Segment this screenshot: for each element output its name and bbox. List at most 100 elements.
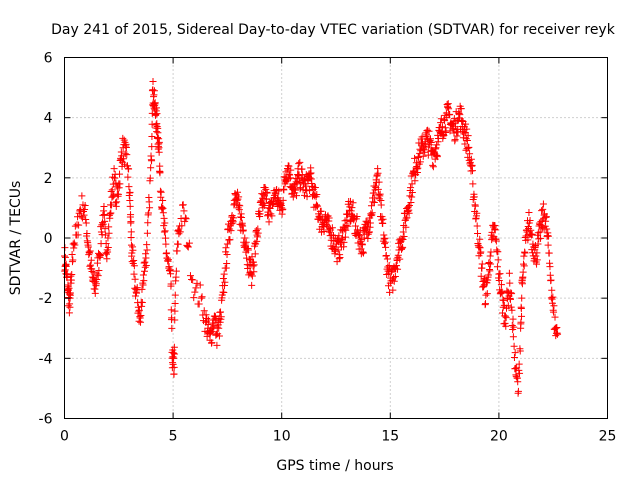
data-point	[171, 307, 179, 315]
data-point	[500, 296, 508, 304]
data-point	[149, 86, 157, 94]
data-point	[390, 277, 398, 285]
data-point	[486, 267, 494, 275]
data-point	[466, 150, 474, 158]
data-point	[367, 202, 375, 210]
data-point	[313, 191, 321, 199]
data-point	[195, 300, 203, 308]
data-point	[103, 255, 111, 263]
data-point	[312, 201, 320, 209]
data-point	[400, 232, 408, 240]
data-point	[101, 217, 109, 225]
data-point	[361, 227, 369, 235]
data-point	[405, 209, 413, 217]
data-point	[83, 230, 91, 238]
data-point	[230, 214, 238, 222]
data-point	[275, 187, 283, 195]
data-point	[191, 288, 199, 296]
data-point	[122, 143, 130, 151]
data-point	[403, 214, 411, 222]
data-point	[303, 193, 311, 201]
data-point	[307, 169, 315, 177]
data-point	[462, 135, 470, 143]
data-point	[506, 295, 514, 303]
data-point	[494, 256, 502, 264]
data-point	[538, 216, 546, 224]
y-tick-label: 6	[44, 51, 53, 67]
data-point	[262, 185, 270, 193]
data-point	[114, 190, 122, 198]
data-point	[268, 212, 276, 220]
x-tick-label: 5	[169, 429, 178, 445]
data-point	[108, 186, 116, 194]
data-point	[470, 193, 478, 201]
data-point	[394, 265, 402, 273]
data-point	[248, 253, 256, 261]
data-point	[154, 129, 162, 137]
data-point	[286, 171, 294, 179]
data-point	[137, 312, 145, 320]
data-point	[370, 189, 378, 197]
data-point	[126, 188, 134, 196]
data-point	[525, 209, 533, 217]
data-point	[141, 263, 149, 271]
data-point	[408, 180, 416, 188]
data-point	[511, 349, 519, 357]
data-point	[102, 239, 110, 247]
data-point	[144, 209, 152, 217]
data-point	[105, 229, 113, 237]
data-point	[438, 123, 446, 131]
data-point	[148, 143, 156, 151]
data-point	[169, 359, 177, 367]
data-point	[130, 270, 138, 278]
data-point	[142, 262, 150, 270]
data-point	[217, 313, 225, 321]
data-point	[408, 188, 416, 196]
data-point	[367, 212, 375, 220]
data-point	[344, 222, 352, 230]
data-point	[461, 128, 469, 136]
data-point	[78, 192, 86, 200]
data-point	[221, 278, 229, 286]
data-point	[236, 202, 244, 210]
data-point	[279, 196, 287, 204]
data-point	[160, 214, 168, 222]
data-point	[256, 210, 264, 218]
data-point	[244, 246, 252, 254]
data-point	[156, 168, 164, 176]
data-point	[311, 183, 319, 191]
data-point	[407, 184, 415, 192]
data-point	[212, 331, 220, 339]
data-point	[153, 128, 161, 136]
data-point	[66, 289, 74, 297]
data-point	[74, 231, 82, 239]
data-point	[170, 370, 178, 378]
chart-title: Day 241 of 2015, Sidereal Day-to-day VTE…	[51, 22, 616, 38]
data-point	[115, 184, 123, 192]
data-point	[446, 110, 454, 118]
data-point	[487, 260, 495, 268]
data-point	[468, 167, 476, 175]
data-point	[508, 290, 516, 298]
data-point	[405, 201, 413, 209]
data-point	[534, 229, 542, 237]
data-point	[81, 205, 89, 213]
data-point	[167, 306, 175, 314]
data-point	[375, 178, 383, 186]
data-point	[510, 323, 518, 331]
data-point	[223, 250, 231, 258]
data-point	[233, 196, 241, 204]
data-point	[418, 133, 426, 141]
data-point	[171, 291, 179, 299]
data-point	[149, 78, 157, 86]
data-point	[220, 289, 228, 297]
data-point	[486, 252, 494, 260]
data-point	[162, 240, 170, 248]
data-point	[545, 249, 553, 257]
data-point	[477, 272, 485, 280]
data-point	[421, 148, 429, 156]
data-point	[249, 258, 257, 266]
data-point	[296, 158, 304, 166]
data-point	[407, 199, 415, 207]
y-tick-label: 2	[44, 171, 53, 187]
